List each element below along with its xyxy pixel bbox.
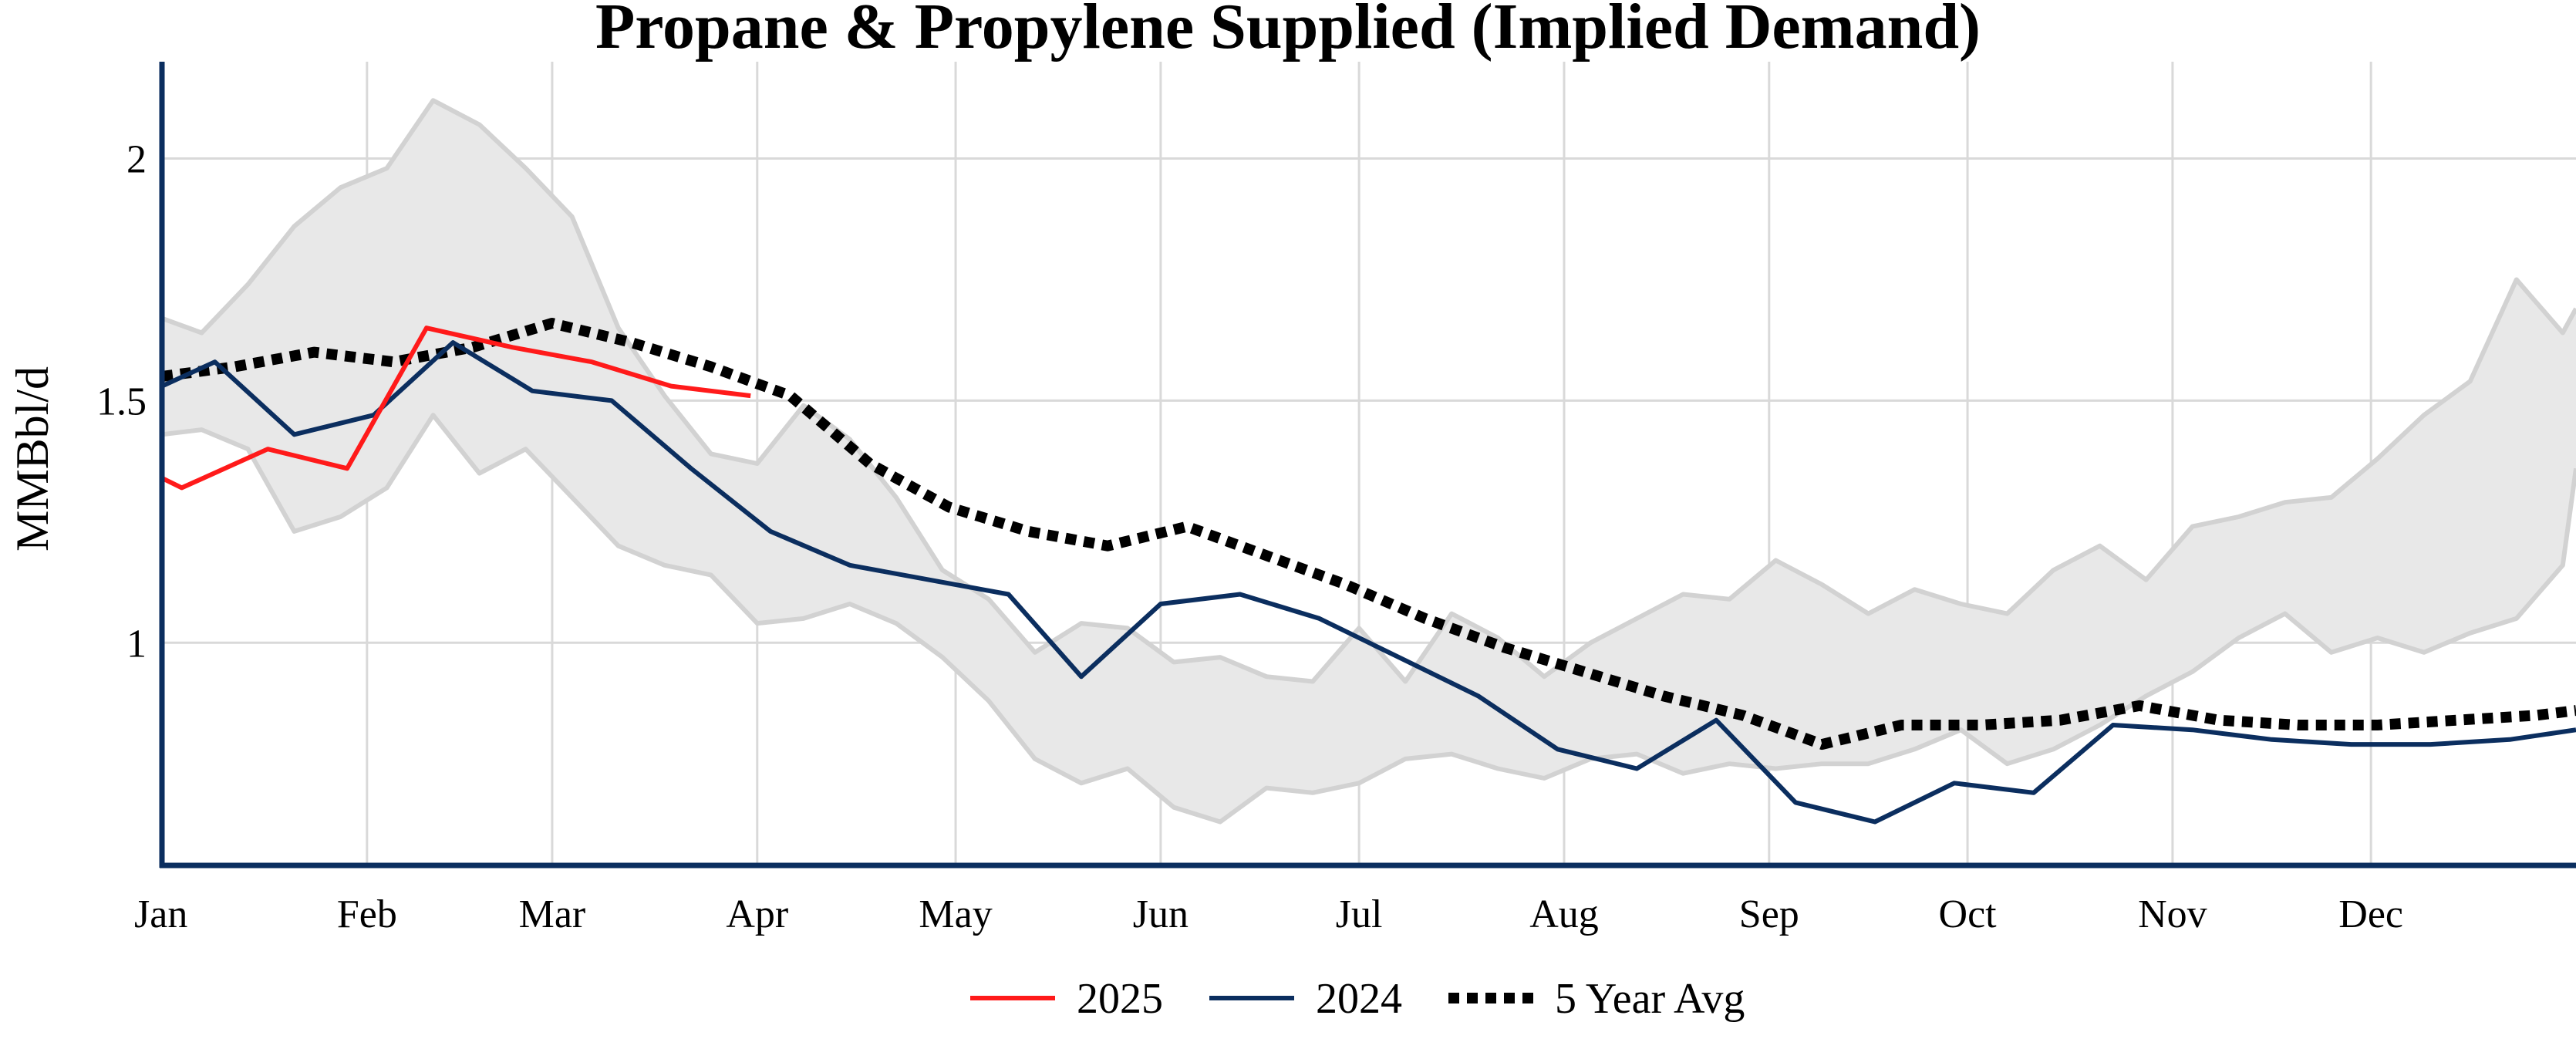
axis-layer <box>159 62 2576 869</box>
y-tick-labels: 11.52 <box>96 138 147 666</box>
x-tick-label: Sep <box>1739 892 1799 936</box>
x-tick-label: Oct <box>1939 892 1998 936</box>
x-tick-labels: Jan Feb Mar Apr May Jun Jul Aug Sep Oct Nov Dec <box>134 892 2403 936</box>
x-tick-label: Aug <box>1529 892 1599 936</box>
x-tick-label: Dec <box>2338 892 2403 936</box>
y-tick-label: 1.5 <box>96 379 147 423</box>
y-axis-title: MMBbl/d <box>7 366 58 551</box>
legend-label-2024: 2024 <box>1316 975 1402 1023</box>
y-tick-label: 2 <box>126 138 147 182</box>
y-tick-label: 1 <box>126 622 147 666</box>
x-tick-label: Jan <box>134 892 187 936</box>
series-line-2025 <box>160 325 751 491</box>
x-tick-label: Apr <box>726 892 788 936</box>
x-tick-label: Jul <box>1336 892 1383 936</box>
x-tick-label: Mar <box>519 892 586 936</box>
series-layer <box>160 318 2576 825</box>
range-band-fill <box>162 100 2576 822</box>
series-line-5-year-avg <box>161 318 2576 750</box>
legend: 2025 2024 5 Year Avg <box>970 975 1745 1023</box>
chart-title: Propane & Propylene Supplied (Implied De… <box>595 0 1981 62</box>
legend-label-5-year-avg: 5 Year Avg <box>1555 975 1745 1023</box>
series-line-2024 <box>160 340 2576 825</box>
x-tick-label: Nov <box>2138 892 2207 936</box>
range-band-layer <box>160 98 2576 825</box>
grid-layer <box>162 62 2576 865</box>
x-tick-label: Jun <box>1133 892 1189 936</box>
range-band-upper-edge <box>160 98 2576 684</box>
x-tick-label: May <box>919 892 992 936</box>
x-tick-label: Feb <box>337 892 397 936</box>
range-band-lower-edge <box>161 413 2576 825</box>
legend-label-2025: 2025 <box>1077 975 1163 1023</box>
